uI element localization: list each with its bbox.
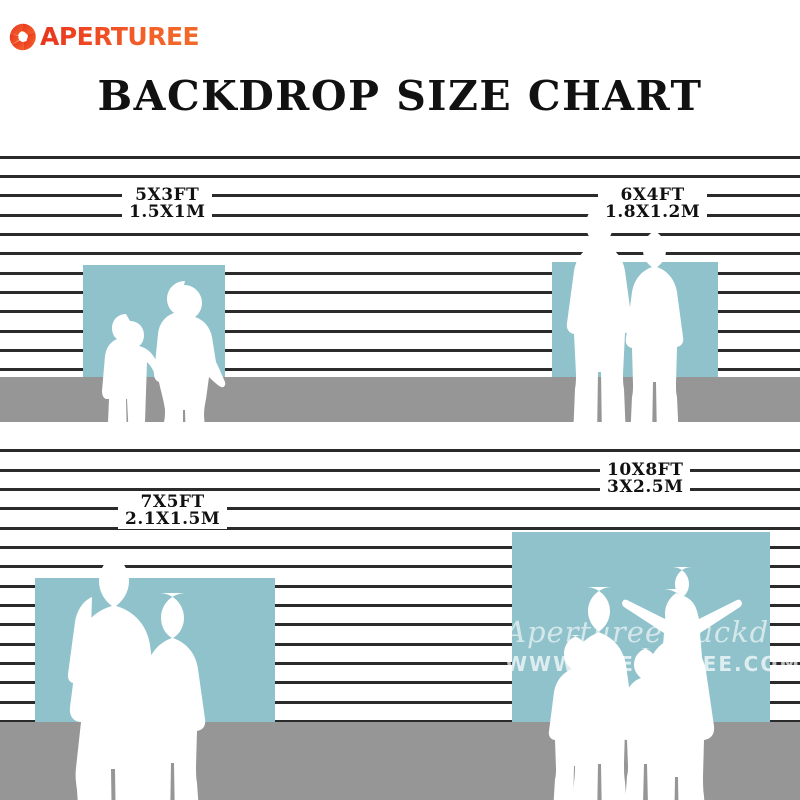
wall-rule xyxy=(0,272,800,275)
backdrop-panel-10x8[interactable] xyxy=(512,532,770,722)
wall-rule xyxy=(0,194,800,197)
brand-logo[interactable]: APERTUREE xyxy=(8,22,200,52)
size-label-7x5: 7X5FT 2.1X1.5M xyxy=(118,492,228,530)
backdrop-panel-7x5[interactable] xyxy=(35,578,275,722)
size-label-6x4: 6X4FT 1.8X1.2M xyxy=(598,185,708,223)
wall-rule xyxy=(0,291,800,294)
backdrop-panel-6x4[interactable] xyxy=(552,262,718,378)
wall-rule xyxy=(0,156,800,159)
wall-rule xyxy=(0,469,800,472)
aperture-icon xyxy=(8,22,38,52)
brand-name: APERTUREE xyxy=(40,22,200,51)
floor-strip-bottom xyxy=(0,722,800,800)
size-label-imperial: 5X3FT xyxy=(135,185,200,205)
size-label-metric: 1.8X1.2M xyxy=(605,202,701,223)
wall-rule xyxy=(0,527,800,530)
wall-rule xyxy=(0,349,800,352)
size-label-imperial: 6X4FT xyxy=(620,185,685,205)
size-label-5x3: 5X3FT 1.5X1M xyxy=(122,185,213,223)
measuring-wall-rules-top xyxy=(0,150,800,425)
wall-rule xyxy=(0,662,800,665)
wall-rule xyxy=(0,701,800,704)
backdrop-panel-5x3[interactable] xyxy=(83,265,225,378)
size-label-metric: 3X2.5M xyxy=(607,477,684,498)
wall-rule xyxy=(0,565,800,568)
wall-rule xyxy=(0,623,800,626)
wall-rule xyxy=(0,604,800,607)
wall-rule xyxy=(0,507,800,510)
size-label-10x8: 10X8FT 3X2.5M xyxy=(600,460,691,498)
wall-rule xyxy=(0,720,800,723)
page-title: BACKDROP SIZE CHART xyxy=(97,72,703,120)
wall-rule xyxy=(0,330,800,333)
wall-rule xyxy=(0,546,800,549)
wall-rule xyxy=(0,233,800,236)
wall-rule xyxy=(0,175,800,178)
wall-rule xyxy=(0,449,800,452)
wall-rule xyxy=(0,252,800,255)
wall-rule xyxy=(0,310,800,313)
wall-rule xyxy=(0,368,800,371)
size-label-metric: 1.5X1M xyxy=(129,202,206,223)
wall-rule xyxy=(0,214,800,217)
size-label-imperial: 7X5FT xyxy=(140,492,205,512)
wall-rule xyxy=(0,643,800,646)
size-label-imperial: 10X8FT xyxy=(607,460,684,480)
wall-rule xyxy=(0,681,800,684)
floor-strip-top xyxy=(0,377,800,422)
size-label-metric: 2.1X1.5M xyxy=(125,509,221,530)
wall-rule xyxy=(0,585,800,588)
measuring-wall-rules-bottom xyxy=(0,445,800,800)
wall-rule xyxy=(0,488,800,491)
